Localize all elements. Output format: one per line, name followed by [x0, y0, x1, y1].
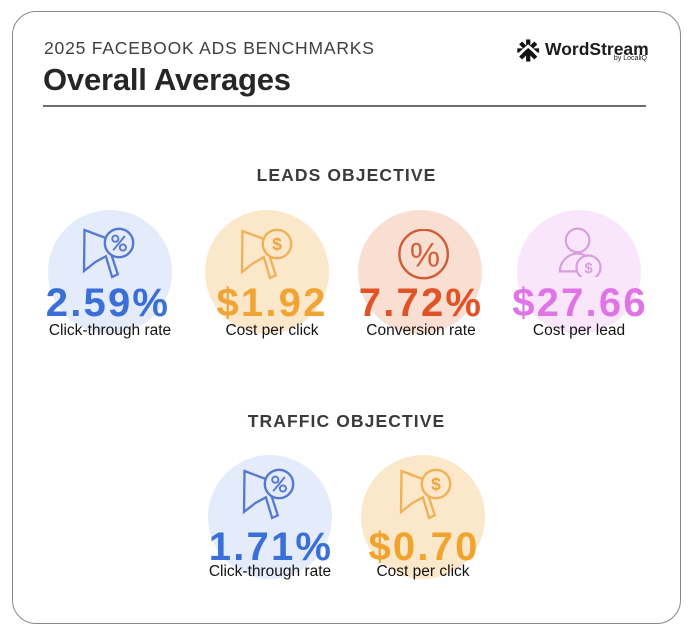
svg-text:%: %	[410, 236, 440, 274]
svg-text:$: $	[272, 234, 282, 254]
svg-text:$: $	[431, 474, 441, 494]
svg-text:$: $	[584, 260, 593, 277]
